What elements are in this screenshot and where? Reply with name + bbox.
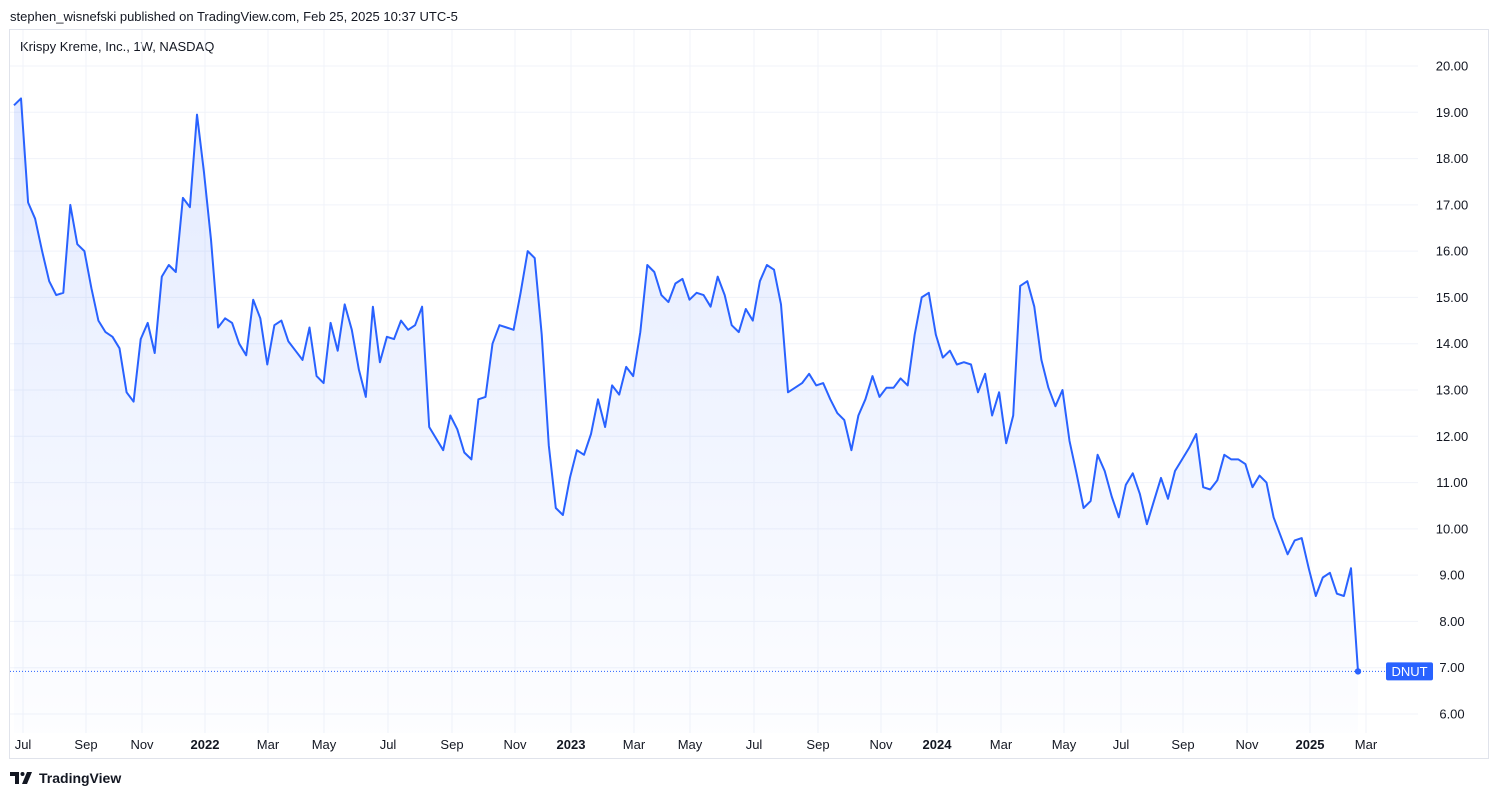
series-line bbox=[13, 97, 1359, 672]
x-tick-label: 2024 bbox=[923, 737, 953, 752]
x-tick-label: May bbox=[312, 737, 337, 752]
x-tick-label: Nov bbox=[1235, 737, 1259, 752]
x-tick-label: Mar bbox=[990, 737, 1013, 752]
y-tick-label: 16.00 bbox=[1436, 244, 1469, 259]
y-tick-label: 18.00 bbox=[1436, 151, 1469, 166]
last-price-dot bbox=[1354, 668, 1362, 675]
tradingview-logo-icon bbox=[10, 772, 32, 784]
y-tick-label: 19.00 bbox=[1436, 105, 1469, 120]
symbol-label: DNUT bbox=[1391, 664, 1427, 679]
price-area bbox=[14, 98, 1358, 733]
y-tick-label: 10.00 bbox=[1436, 521, 1469, 536]
last-price-marker: DNUT bbox=[10, 662, 1433, 681]
chart-title: Krispy Kreme, Inc., 1W, NASDAQ bbox=[20, 39, 215, 54]
area-fill bbox=[14, 98, 1358, 733]
y-tick-label: 15.00 bbox=[1436, 290, 1469, 305]
x-tick-label: Mar bbox=[1355, 737, 1378, 752]
price-line[interactable] bbox=[13, 97, 1359, 672]
y-tick-label: 13.00 bbox=[1436, 383, 1469, 398]
x-tick-label: Mar bbox=[623, 737, 646, 752]
y-tick-label: 11.00 bbox=[1436, 475, 1468, 490]
y-axis-ticks: 20.00 19.00 18.00 17.00 16.00 15.00 14.00 13.00… bbox=[1436, 59, 1469, 722]
x-tick-label: Nov bbox=[130, 737, 154, 752]
x-tick-label: Sep bbox=[440, 737, 463, 752]
x-tick-label: 2022 bbox=[191, 737, 220, 752]
publish-attribution: stephen_wisnefski published on TradingVi… bbox=[10, 9, 458, 24]
x-tick-label: 2023 bbox=[557, 737, 586, 752]
x-tick-label: Sep bbox=[806, 737, 829, 752]
y-tick-label: 9.00 bbox=[1439, 568, 1464, 583]
x-axis-ticks: Jul Sep Nov 2022 Mar May Jul Sep Nov 2023 Mar May Ju… bbox=[15, 737, 1378, 752]
y-tick-label: 8.00 bbox=[1439, 614, 1464, 629]
y-tick-label: 6.00 bbox=[1439, 707, 1464, 722]
footer-brand-label: TradingView bbox=[39, 770, 122, 786]
x-tick-label: Jul bbox=[15, 737, 32, 752]
x-tick-label: Nov bbox=[869, 737, 893, 752]
y-tick-label: 12.00 bbox=[1436, 429, 1469, 444]
x-tick-label: Nov bbox=[503, 737, 527, 752]
x-tick-label: Jul bbox=[1113, 737, 1130, 752]
x-tick-label: 2025 bbox=[1296, 737, 1325, 752]
symbol-label-badge bbox=[1386, 662, 1433, 681]
y-tick-label: 20.00 bbox=[1436, 59, 1469, 74]
x-tick-label: Mar bbox=[257, 737, 280, 752]
footer-brand[interactable]: TradingView bbox=[10, 770, 121, 786]
chart-frame bbox=[9, 29, 1489, 759]
x-tick-label: May bbox=[678, 737, 703, 752]
x-tick-label: Jul bbox=[746, 737, 763, 752]
x-tick-label: Sep bbox=[74, 737, 97, 752]
x-tick-label: Sep bbox=[1171, 737, 1194, 752]
y-tick-label: 17.00 bbox=[1436, 197, 1469, 212]
y-tick-label: 7.00 bbox=[1439, 660, 1464, 675]
x-tick-label: May bbox=[1052, 737, 1077, 752]
y-tick-label: 14.00 bbox=[1436, 336, 1469, 351]
x-tick-label: Jul bbox=[380, 737, 397, 752]
